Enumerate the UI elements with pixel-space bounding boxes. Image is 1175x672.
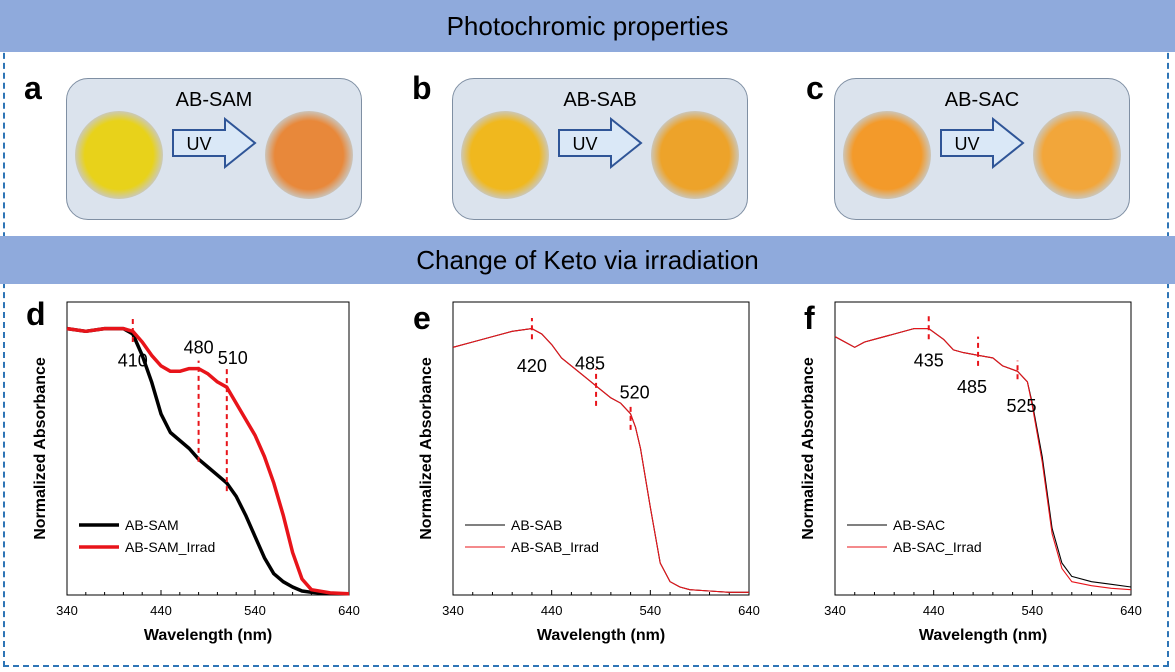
banner-photochromic: Photochromic properties [0,0,1175,52]
x-tick-label: 540 [639,603,661,618]
peak-label-485: 485 [957,377,987,397]
x-tick-label: 340 [442,603,464,618]
peak-label-520: 520 [620,383,650,403]
chart-f: 340 440 540 640 Wavelength (nm) Normalized Ab… [770,292,1150,664]
x-tick-label: 340 [824,603,846,618]
panel-letter-d: d [26,296,46,332]
series-line-AB-SAC_Irrad [834,328,1132,591]
plot-frame [834,301,1132,596]
x-axis-label: Wavelength (nm) [537,627,665,644]
peak-label-410: 410 [118,351,148,371]
peak-label-525: 525 [1007,396,1037,416]
uv-arrow-label-b: UV [572,134,597,154]
uv-arrow-icon: UV [940,117,1025,169]
y-axis-label: Normalized Absorbance [32,357,49,540]
card-title-c: AB-SAC [944,89,1020,111]
plot-frame [452,301,750,596]
legend-label-AB-SAB: AB-SAB [511,517,562,533]
chart-d: 340 440 540 640 Wavelength (nm) Normalized Ab… [0,292,380,664]
panel-letter-e: e [413,300,431,336]
chart-f-svg: 340 440 540 640 Wavelength (nm) Normalized Ab… [800,301,1142,644]
peak-label-435: 435 [914,351,944,371]
sample-photo-before-b [461,111,549,199]
x-tick-label: 640 [1120,603,1142,618]
y-axis-label: Normalized Absorbance [800,357,817,540]
sample-photo-before-c [843,111,931,199]
panel-letter-b: b [412,70,432,106]
y-axis-label: Normalized Absorbance [418,357,435,540]
peak-label-420: 420 [517,356,547,376]
sample-photo-after-c [1033,111,1121,199]
uv-arrow-icon: UV [172,117,257,169]
x-tick-label: 540 [1021,603,1043,618]
x-tick-label: 340 [56,603,78,618]
sample-photo-after-b [651,111,739,199]
x-tick-label: 640 [338,603,360,618]
series-line-AB-SAM_Irrad [66,326,350,596]
panel-letter-a: a [24,70,42,106]
banner-keto: Change of Keto via irradiation [0,236,1175,284]
chart-e-svg: 340 440 540 640 Wavelength (nm) Normalized Ab… [418,301,760,644]
peak-label-485: 485 [575,353,605,373]
uv-arrow-label-a: UV [186,134,211,154]
x-tick-label: 640 [738,603,760,618]
x-tick-label: 440 [150,603,172,618]
card-title-b: AB-SAB [563,89,637,111]
chart-d-svg: 340 440 540 640 Wavelength (nm) Normalized Ab… [32,301,360,644]
sample-card-c: AB-SAC UV [834,78,1130,220]
uv-arrow-icon: UV [558,117,643,169]
x-tick-label: 440 [923,603,945,618]
legend-label-AB-SAB_Irrad: AB-SAB_Irrad [511,539,599,555]
peak-label-480: 480 [184,337,214,357]
legend-label-AB-SAM: AB-SAM [125,517,179,533]
x-tick-label: 440 [541,603,563,618]
uv-arrow-label-c: UV [954,134,979,154]
sample-photo-after-a [265,111,353,199]
plot-frame [66,301,350,596]
sample-photo-before-a [75,111,163,199]
legend-label-AB-SAM_Irrad: AB-SAM_Irrad [125,539,215,555]
sample-card-a: AB-SAM UV [66,78,362,220]
x-axis-label: Wavelength (nm) [144,627,272,644]
legend-label-AB-SAC: AB-SAC [893,517,945,533]
card-title-a: AB-SAM [175,89,253,111]
x-axis-label: Wavelength (nm) [919,627,1047,644]
panel-letter-f: f [804,300,815,336]
series-line-AB-SAM [66,326,349,596]
chart-e: 340 440 540 640 Wavelength (nm) Normalized Ab… [388,292,768,664]
x-tick-label: 540 [244,603,266,618]
series-line-AB-SAC [834,328,1132,588]
panel-letter-c: c [806,70,824,106]
peak-label-510: 510 [218,348,248,368]
sample-card-b: AB-SAB UV [452,78,748,220]
legend-label-AB-SAC_Irrad: AB-SAC_Irrad [893,539,982,555]
